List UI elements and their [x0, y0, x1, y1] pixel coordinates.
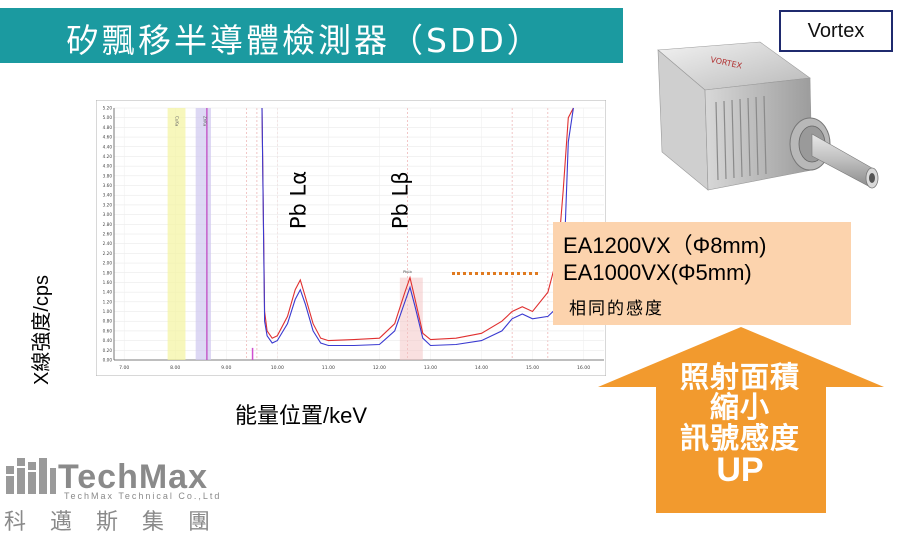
pb-lb-region [399, 277, 423, 360]
pb-lb-small-label: PbLb [403, 270, 412, 274]
y-tick-label: 3.60 [103, 183, 113, 188]
y-tick-label: 4.20 [103, 154, 113, 159]
x-tick-label: 15.00 [526, 365, 539, 371]
spectrum-chart: 0.00 0.20 0.40 0.60 0.80 1.00 1.20 1.40 1.60 1.80… [96, 100, 606, 376]
y-tick-label: 2.40 [103, 241, 113, 246]
znka-band [195, 108, 211, 360]
spectrum-series-1 [261, 107, 574, 342]
y-tick-label: 2.80 [103, 222, 113, 227]
y-tick-label: 2.00 [103, 261, 113, 266]
y-tick-label: 3.00 [103, 212, 113, 217]
arrow-line-3: 訊號感度 [679, 420, 800, 455]
spectrum-series-2 [261, 107, 574, 347]
model-ea1200vx: EA1200VX（Φ8mm) [563, 233, 767, 258]
x-tick-label: 7.00 [119, 365, 129, 371]
vortex-label: Vortex [779, 10, 893, 52]
y-tick-label: 4.80 [103, 125, 113, 130]
y-tick-label: 1.20 [103, 299, 113, 304]
same-sensitivity-text: 相同的感度 [569, 299, 664, 319]
model-info-box: EA1200VX（Φ8mm) EA1000VX(Φ5mm) 相同的感度 [553, 222, 851, 325]
x-tick-label: 12.00 [373, 365, 386, 371]
y-tick-label: 4.40 [103, 144, 113, 149]
cuka-band [167, 108, 186, 360]
x-axis-label: 能量位置/keV [235, 403, 368, 428]
y-tick-label: 1.40 [103, 290, 113, 295]
y-tick-label: 0.60 [103, 328, 113, 333]
y-tick-label: 4.60 [103, 135, 113, 140]
y-tick-label: 0.20 [103, 348, 113, 353]
y-tick-label: 1.80 [103, 270, 113, 275]
y-tick-label: 3.20 [103, 202, 113, 207]
arrow-line-4: UP [716, 451, 764, 490]
band-label-cuka: CuKa [174, 116, 179, 127]
arrow-text: 照射面積 縮小 訊號感度 UP [640, 362, 840, 489]
slide-title: 矽飄移半導體檢測器（SDD） [66, 21, 543, 60]
dotted-pointer-line [452, 272, 538, 275]
x-tick-label: 11.00 [322, 365, 335, 371]
y-tick-label: 2.20 [103, 251, 113, 256]
y-tick-label: 0.00 [103, 358, 113, 363]
arrow-line-2: 縮小 [709, 390, 770, 425]
x-tick-label: 14.00 [475, 365, 488, 371]
arrow-line-1: 照射面積 [679, 360, 800, 394]
peak-label: Pb Lα [286, 171, 310, 229]
x-tick-label: 16.00 [577, 365, 590, 371]
detector-product-image: VORTEX [657, 41, 879, 191]
y-tick-label: 0.80 [103, 319, 113, 324]
logo-name: TechMax [58, 458, 208, 496]
y-tick-label: 3.80 [103, 173, 113, 178]
x-tick-label: 10.00 [271, 365, 284, 371]
title-bar [0, 8, 623, 63]
y-tick-label: 1.60 [103, 280, 113, 285]
y-tick-label: 4.00 [103, 164, 113, 169]
logo-subtitle: TechMax Technical Co.,Ltd [64, 491, 222, 501]
y-tick-label: 5.20 [103, 106, 113, 111]
x-tick-label: 8.00 [170, 365, 180, 371]
y-tick-label: 1.00 [103, 309, 113, 314]
peak-label: Pb Lβ [388, 171, 412, 229]
y-tick-label: 5.00 [103, 115, 113, 120]
model-ea1000vx: EA1000VX(Φ5mm) [563, 260, 752, 285]
y-axis-label: X線強度/cps [31, 274, 53, 385]
y-tick-label: 0.40 [103, 338, 113, 343]
logo-chinese-name: 科邁斯集團 [4, 510, 235, 535]
band-label-znka: ZnKa [202, 116, 207, 127]
small-marker [251, 347, 254, 360]
x-tick-label: 9.00 [221, 365, 231, 371]
techmax-logo-icon [6, 458, 56, 494]
up-arrow-shape [598, 327, 884, 513]
x-tick-label: 13.00 [424, 365, 437, 371]
y-tick-label: 3.40 [103, 193, 113, 198]
y-tick-label: 2.60 [103, 232, 113, 237]
